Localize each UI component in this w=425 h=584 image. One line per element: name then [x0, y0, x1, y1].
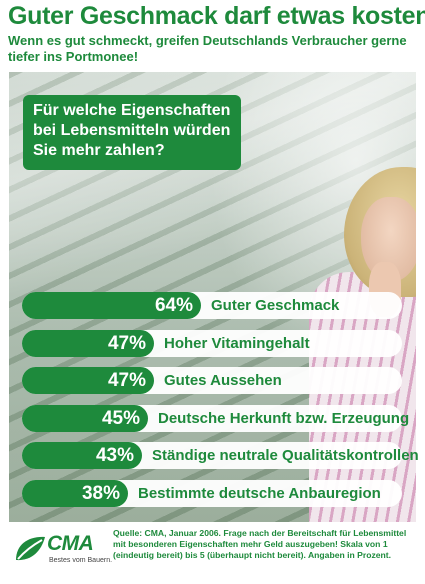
bar-value-label: 45% [101, 407, 140, 429]
page-subtitle: Wenn es gut schmeckt, greifen Deutschlan… [8, 33, 407, 64]
logo-tagline: Bestes vom Bauern. [49, 557, 113, 564]
header: Guter Geschmack darf etwas kosten! Wenn … [0, 0, 425, 70]
bar-category-label: Hoher Vitamingehalt [164, 334, 310, 352]
footer: CMA Bestes vom Bauern. Quelle: CMA, Janu… [9, 526, 416, 579]
bar: 47% [22, 329, 154, 357]
bar-category-label: Bestimmte deutsche Anbauregion [138, 484, 381, 502]
bar-value-label: 64% [154, 295, 193, 316]
page-title: Guter Geschmack darf etwas kosten! [8, 2, 425, 30]
bar-category-label: Ständige neutrale Qualitätskontrollen [152, 447, 419, 464]
bar: 43% [22, 442, 142, 469]
bar: 38% [22, 479, 128, 507]
question-box: Für welche Eigenschaften bei Lebensmitte… [23, 95, 241, 170]
bar-category-label: Gutes Aussehen [164, 372, 282, 389]
bar-value-label: 43% [95, 445, 134, 466]
question-text: Für welche Eigenschaften bei Lebensmitte… [33, 102, 231, 159]
bar-category-label: Guter Geschmack [211, 297, 340, 314]
logo-wordmark: CMA [47, 532, 94, 555]
bar-value-label: 47% [107, 370, 146, 391]
bar-category-label: Deutsche Herkunft bzw. Erzeugung [158, 409, 410, 427]
bar: 64% [22, 292, 201, 319]
bar: 47% [22, 367, 154, 394]
source-note: Quelle: CMA, Januar 2006. Frage nach der… [113, 528, 407, 561]
bar-value-label: 38% [81, 482, 120, 504]
leaf-icon [16, 536, 45, 561]
bar-value-label: 47% [107, 332, 146, 354]
bar: 45% [22, 404, 148, 432]
cma-logo: CMA Bestes vom Bauern. [13, 532, 112, 574]
